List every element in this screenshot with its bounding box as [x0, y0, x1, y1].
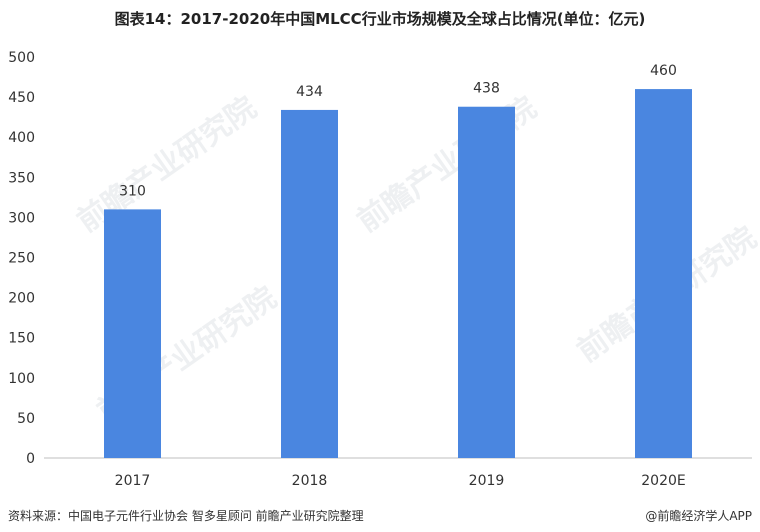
y-tick-label: 100 — [8, 371, 35, 387]
bar — [281, 109, 338, 458]
y-tick-label: 150 — [8, 331, 35, 347]
bar — [104, 209, 161, 458]
source-note: 资料来源：中国电子元件行业协会 智多星顾问 前瞻产业研究院整理 — [8, 509, 364, 523]
x-tick-label: 2019 — [469, 473, 505, 489]
bar — [458, 106, 515, 458]
y-tick-label: 250 — [8, 251, 35, 267]
data-label: 434 — [296, 84, 323, 100]
brand-label: @前瞻经济学人APP — [645, 509, 752, 523]
y-tick-label: 350 — [8, 170, 35, 186]
x-tick-label: 2017 — [115, 473, 151, 489]
y-tick-label: 500 — [8, 50, 35, 66]
data-label: 310 — [119, 183, 146, 199]
x-tick-label: 2018 — [292, 473, 328, 489]
y-tick-label: 450 — [8, 90, 35, 106]
bar — [635, 89, 692, 458]
y-tick-label: 300 — [8, 210, 35, 226]
y-tick-label: 200 — [8, 291, 35, 307]
data-label: 438 — [473, 81, 500, 97]
data-label: 460 — [650, 63, 677, 79]
y-tick-label: 50 — [17, 411, 35, 427]
y-tick-label: 0 — [26, 451, 35, 467]
y-tick-label: 400 — [8, 130, 35, 146]
x-tick-label: 2020E — [641, 473, 685, 489]
chart-title: 图表14：2017-2020年中国MLCC行业市场规模及全球占比情况(单位：亿元… — [114, 10, 646, 28]
